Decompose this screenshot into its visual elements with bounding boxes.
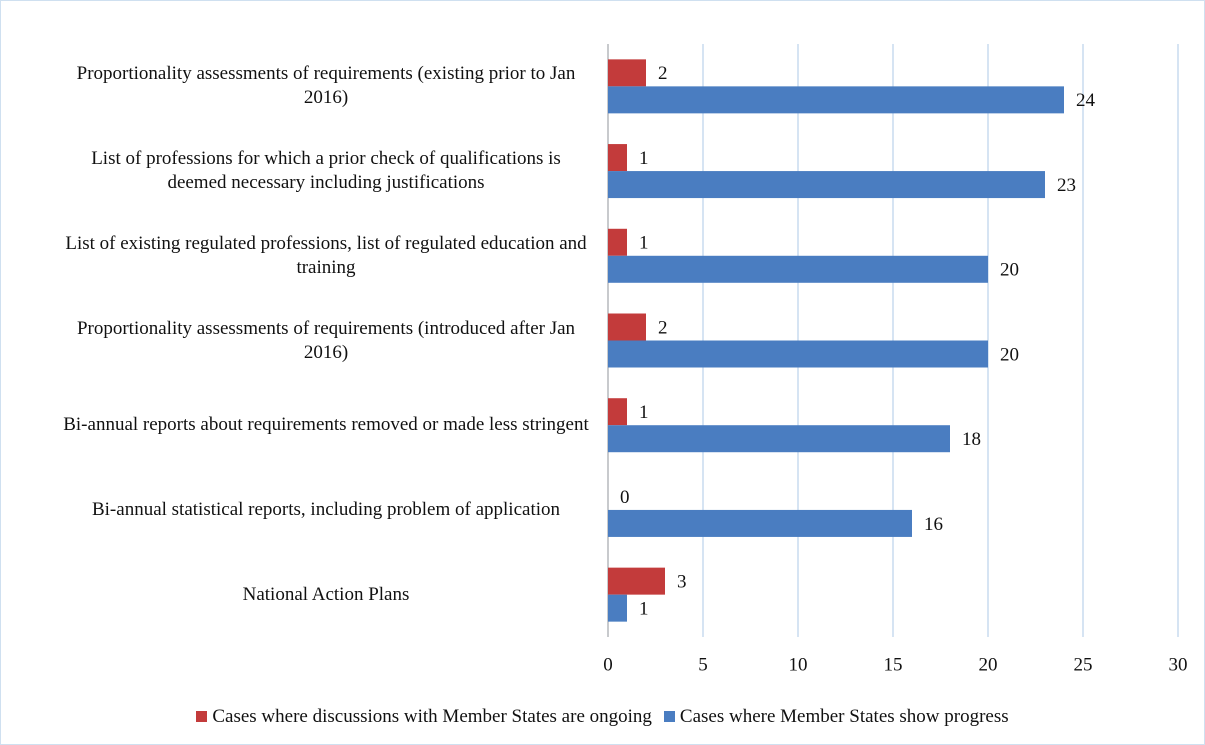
value-label: 20 <box>1000 344 1019 365</box>
value-label: 23 <box>1057 175 1076 196</box>
category-label: Bi-annual reports about requirements rem… <box>63 414 589 436</box>
legend-swatch <box>663 711 675 722</box>
bar <box>608 425 950 453</box>
x-tick-label: 10 <box>789 654 808 675</box>
x-tick-label: 0 <box>603 654 613 675</box>
bar <box>608 144 627 172</box>
value-label: 1 <box>639 599 649 620</box>
bar <box>608 509 912 537</box>
value-label: 2 <box>658 317 668 338</box>
category-label: National Action Plans <box>242 583 410 605</box>
x-tick-label: 15 <box>884 654 903 675</box>
x-tick-label: 20 <box>979 654 998 675</box>
legend-item: Cases where discussions with Member Stat… <box>196 706 652 728</box>
value-label: 1 <box>639 233 649 254</box>
value-label: 0 <box>620 487 630 508</box>
x-tick-label: 25 <box>1074 654 1093 675</box>
bar <box>608 228 627 256</box>
category-label: Proportionality assessments of requireme… <box>76 63 576 109</box>
bar <box>608 313 646 341</box>
bar <box>608 340 988 368</box>
legend: Cases where discussions with Member Stat… <box>1 706 1204 728</box>
bar <box>608 594 627 622</box>
value-label: 3 <box>677 572 687 593</box>
x-tick-label: 5 <box>698 654 708 675</box>
value-label: 2 <box>658 63 668 84</box>
bar <box>608 255 988 283</box>
value-label: 18 <box>962 429 981 450</box>
bar <box>608 86 1064 114</box>
category-label: Proportionality assessments of requireme… <box>76 317 576 363</box>
category-label: Bi-annual statistical reports, including… <box>91 498 561 520</box>
value-label: 1 <box>639 402 649 423</box>
value-label: 20 <box>1000 260 1019 281</box>
value-label: 16 <box>924 514 943 535</box>
category-label: List of professions for which a prior ch… <box>91 148 561 194</box>
x-tick-label: 30 <box>1169 654 1188 675</box>
category-label: List of existing regulated professions, … <box>65 232 587 278</box>
bar <box>608 59 646 87</box>
bar <box>608 398 627 426</box>
bar <box>608 171 1045 199</box>
bar <box>608 567 665 595</box>
legend-swatch <box>196 711 208 722</box>
legend-label: Cases where discussions with Member Stat… <box>212 706 652 727</box>
value-label: 24 <box>1076 90 1096 111</box>
legend-item: Cases where Member States show progress <box>663 706 1009 728</box>
legend-label: Cases where Member States show progress <box>679 706 1009 727</box>
value-label: 1 <box>639 148 649 169</box>
